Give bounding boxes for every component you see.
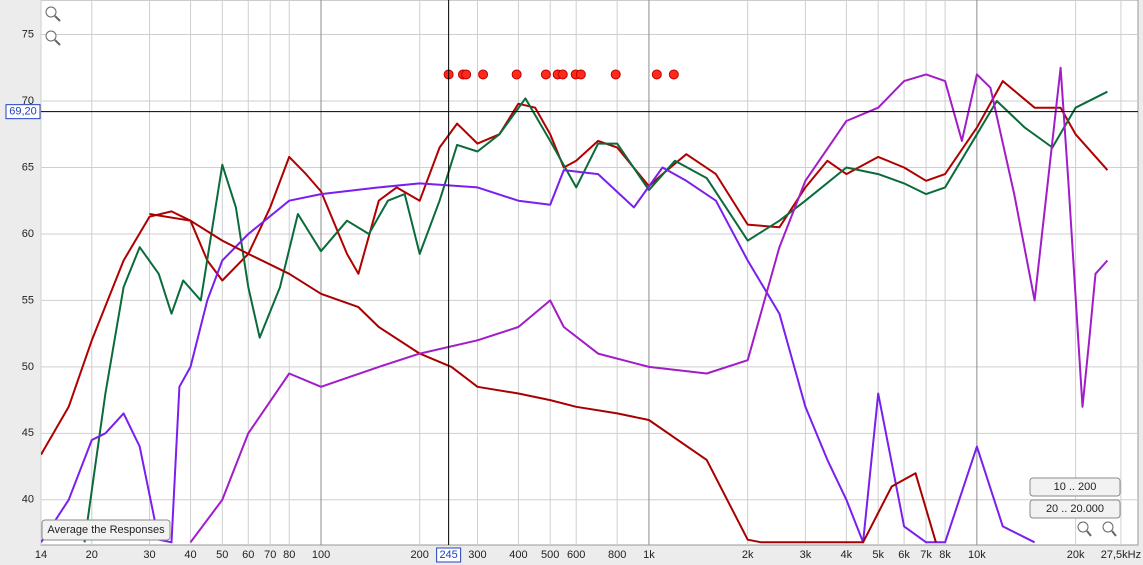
button-label[interactable]: 10 .. 200 [1054, 481, 1097, 493]
x-tick-label: 300 [468, 549, 486, 561]
x-tick-label: 500 [541, 549, 559, 561]
x-tick-label: 400 [509, 549, 527, 561]
marker-dot [511, 69, 522, 80]
y-tick-label: 75 [22, 28, 34, 40]
y-tick-label: 55 [22, 294, 34, 306]
marker-dot [557, 69, 568, 80]
y-tick-label: 70 [22, 95, 34, 107]
x-tick-label: 1k [643, 549, 655, 561]
marker-dot [668, 69, 679, 80]
x-tick-label: 40 [184, 549, 196, 561]
button-label[interactable]: 20 .. 20.000 [1046, 503, 1104, 515]
response-curve [41, 80, 1109, 456]
marker-dot [540, 69, 551, 80]
grid [40, 0, 1138, 545]
x-tick-label: 7k [920, 549, 932, 561]
x-tick-label: 8k [939, 549, 951, 561]
x-tick-label: 600 [567, 549, 585, 561]
y-tick-label: 50 [22, 361, 34, 373]
x-tick-label: 80 [283, 549, 295, 561]
marker-dot [478, 69, 489, 80]
x-tick-label: 5k [872, 549, 884, 561]
range-button[interactable]: 10 .. 200 [1029, 477, 1121, 497]
y-tick-label: 65 [22, 161, 34, 173]
y-tick-label: 45 [22, 427, 34, 439]
x-tick-label: 14 [35, 549, 47, 561]
x-tick-label: 60 [242, 549, 254, 561]
response-curve [149, 213, 937, 544]
y-tick-label: 40 [22, 494, 34, 506]
marker-dot [461, 69, 472, 80]
cursor-y-label: 69,20 [9, 106, 37, 118]
x-tick-label: 800 [608, 549, 626, 561]
x-tick-label: 4k [841, 549, 853, 561]
cursor-label-box [436, 547, 462, 563]
button-label[interactable]: Average the Responses [47, 524, 165, 536]
average-button[interactable]: Average the Responses [41, 519, 171, 541]
x-tick-label: 70 [264, 549, 276, 561]
x-tick-label: 3k [800, 549, 812, 561]
x-tick-label: 20 [86, 549, 98, 561]
x-tick-label: 27,5kHz [1101, 549, 1141, 561]
response-curve [83, 90, 1108, 543]
x-tick-label: 10k [968, 549, 986, 561]
marker-dot [610, 69, 621, 80]
x-tick-label: 200 [411, 549, 429, 561]
plot-area [40, 0, 1139, 546]
zoom-icons[interactable] [45, 6, 1117, 537]
x-tick-label: 50 [216, 549, 228, 561]
y-tick-label: 60 [22, 228, 34, 240]
curves [41, 66, 1109, 544]
response-curve [41, 166, 1036, 544]
range-button[interactable]: 20 .. 20.000 [1029, 499, 1121, 519]
x-tick-label: 30 [143, 549, 155, 561]
x-tick-label: 2k [742, 549, 754, 561]
x-tick-label: 100 [312, 549, 330, 561]
marker-dot [651, 69, 662, 80]
cursor-label-box [5, 104, 41, 120]
response-curve [189, 66, 1109, 543]
overlay [41, 0, 1138, 545]
cursor-x-label: 245 [439, 549, 457, 561]
marker-dot [575, 69, 586, 80]
x-tick-label: 20k [1067, 549, 1085, 561]
x-tick-label: 6k [898, 549, 910, 561]
